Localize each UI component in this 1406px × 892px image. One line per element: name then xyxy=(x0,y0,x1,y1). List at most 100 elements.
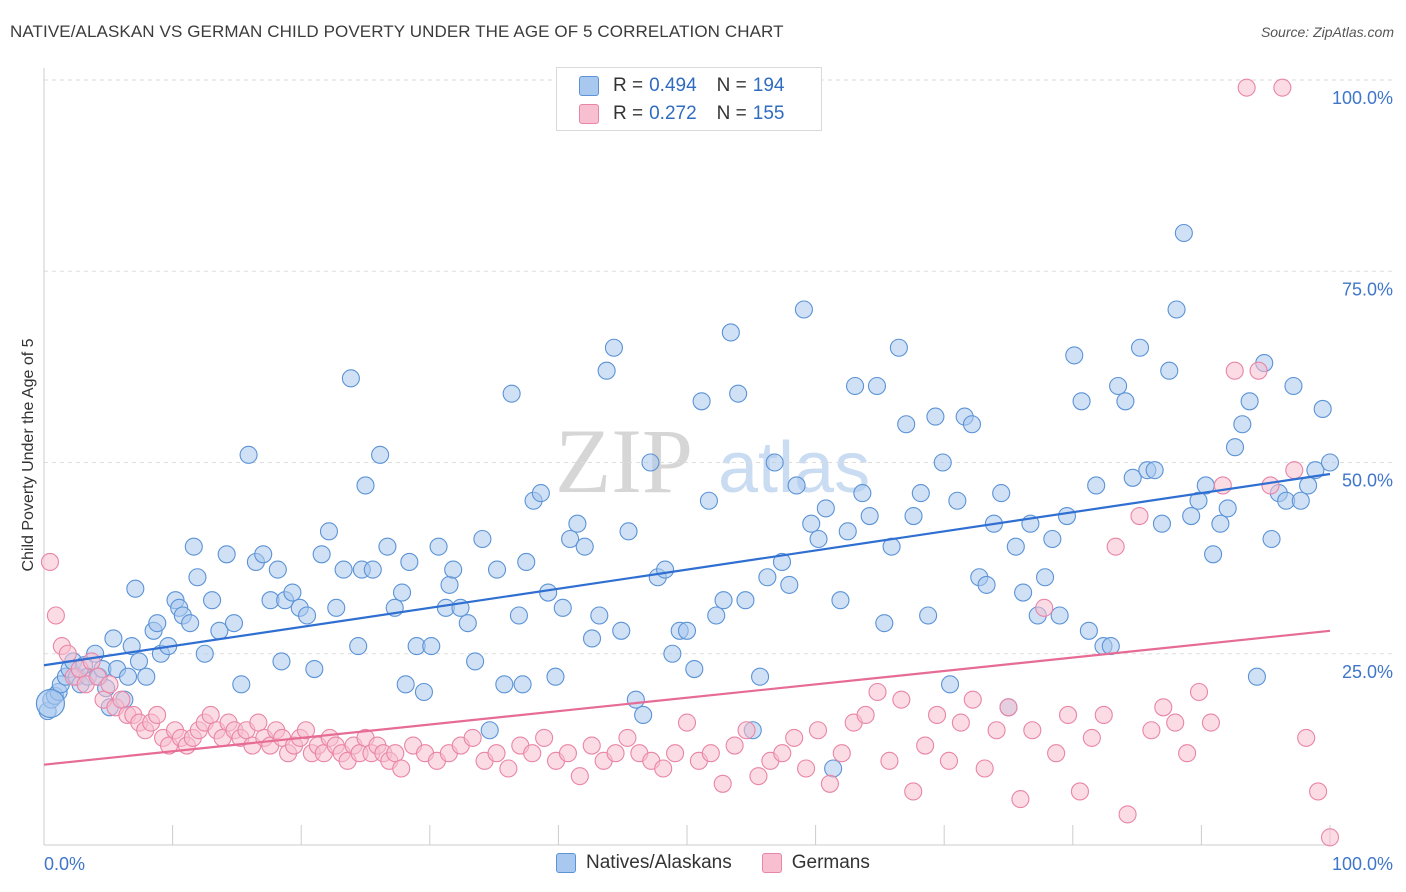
native-point xyxy=(612,621,631,640)
german-point xyxy=(1273,78,1292,97)
native-point xyxy=(1291,491,1310,510)
chart-title: NATIVE/ALASKAN VS GERMAN CHILD POVERTY U… xyxy=(10,22,784,41)
native-point xyxy=(977,575,996,594)
native-point xyxy=(1211,514,1230,533)
native-point xyxy=(663,644,682,663)
german-point xyxy=(916,736,935,755)
native-point xyxy=(1313,399,1332,419)
german-point xyxy=(201,705,220,725)
german-point xyxy=(1094,705,1113,725)
native-point xyxy=(400,552,419,572)
native-point xyxy=(268,560,287,579)
native-point xyxy=(122,637,141,656)
legend-swatch-blue xyxy=(556,853,576,873)
german-point xyxy=(1142,721,1161,740)
native-point xyxy=(429,537,448,556)
legend-n-label: N = xyxy=(716,75,747,96)
native-point xyxy=(283,583,302,602)
native-point xyxy=(780,575,799,594)
native-point xyxy=(181,614,200,633)
german-point xyxy=(1249,361,1268,380)
german-point xyxy=(1189,682,1209,702)
legend-n-value: 155 xyxy=(752,103,785,124)
german-point xyxy=(1070,782,1089,801)
native-point xyxy=(239,445,258,464)
native-point xyxy=(1174,223,1193,243)
german-point xyxy=(1320,828,1340,847)
native-point xyxy=(392,583,412,602)
native-point xyxy=(513,675,532,694)
native-point xyxy=(685,659,704,679)
native-point xyxy=(736,591,755,610)
german-point xyxy=(1130,506,1149,526)
german-point xyxy=(785,728,804,747)
native-point xyxy=(297,606,317,625)
native-point xyxy=(1109,376,1128,396)
native-point xyxy=(707,606,726,625)
native-point xyxy=(699,491,718,510)
native-point xyxy=(487,560,507,579)
native-point xyxy=(137,667,156,686)
native-point xyxy=(422,637,441,656)
native-point xyxy=(853,484,872,503)
legend-row-germans: R = 0.272 N = 155 xyxy=(579,102,784,126)
legend-row-natives: R = 0.494 N = 194 xyxy=(579,74,784,98)
native-point xyxy=(1043,529,1062,549)
native-point xyxy=(371,445,390,464)
native-point xyxy=(597,361,616,380)
native-point xyxy=(641,453,660,472)
german-point xyxy=(737,721,756,740)
y-axis-label: Child Poverty Under the Age of 5 xyxy=(20,338,37,571)
native-point xyxy=(349,637,368,656)
german-trend-line xyxy=(43,629,1331,766)
native-point xyxy=(129,652,149,671)
german-point xyxy=(1035,598,1054,617)
german-point xyxy=(1178,744,1197,763)
native-point xyxy=(1262,529,1281,549)
native-point xyxy=(692,392,711,411)
german-point xyxy=(975,759,994,778)
german-point xyxy=(558,744,577,763)
german-point xyxy=(1166,713,1185,732)
german-point xyxy=(463,728,482,747)
german-point xyxy=(535,728,554,747)
native-point xyxy=(962,415,982,434)
native-point xyxy=(897,415,916,434)
native-point xyxy=(1145,461,1164,480)
native-point xyxy=(1152,514,1171,533)
german-point xyxy=(570,767,589,786)
german-point xyxy=(606,744,625,763)
native-point xyxy=(104,629,123,648)
german-point xyxy=(1154,698,1173,717)
native-point xyxy=(118,667,138,686)
native-point xyxy=(517,552,536,572)
watermark-atlas: atlas xyxy=(718,428,870,508)
native-point xyxy=(582,629,602,648)
german-point xyxy=(832,744,851,763)
german-point xyxy=(1201,713,1220,732)
legend-series-name: Natives/Alaskans xyxy=(586,852,732,873)
german-point xyxy=(100,675,119,694)
native-point xyxy=(319,522,339,541)
legend-r-value: 0.272 xyxy=(649,103,697,124)
native-point xyxy=(466,652,485,671)
native-point xyxy=(568,514,587,533)
german-point xyxy=(82,652,101,671)
native-point xyxy=(495,675,514,694)
native-point xyxy=(341,369,360,388)
german-point xyxy=(856,705,875,725)
native-point xyxy=(232,675,251,694)
native-point xyxy=(926,407,945,426)
native-point xyxy=(794,300,813,319)
native-point xyxy=(1050,606,1069,625)
native-point xyxy=(619,522,638,541)
german-point xyxy=(808,721,828,740)
legend-item-natives: Natives/Alaskans xyxy=(556,852,732,874)
german-point xyxy=(999,698,1018,717)
x-tick-label: 0.0% xyxy=(44,854,85,874)
native-trend-line xyxy=(43,472,1331,667)
german-point xyxy=(1297,728,1316,747)
native-point xyxy=(1057,506,1077,526)
native-point xyxy=(1218,499,1237,518)
